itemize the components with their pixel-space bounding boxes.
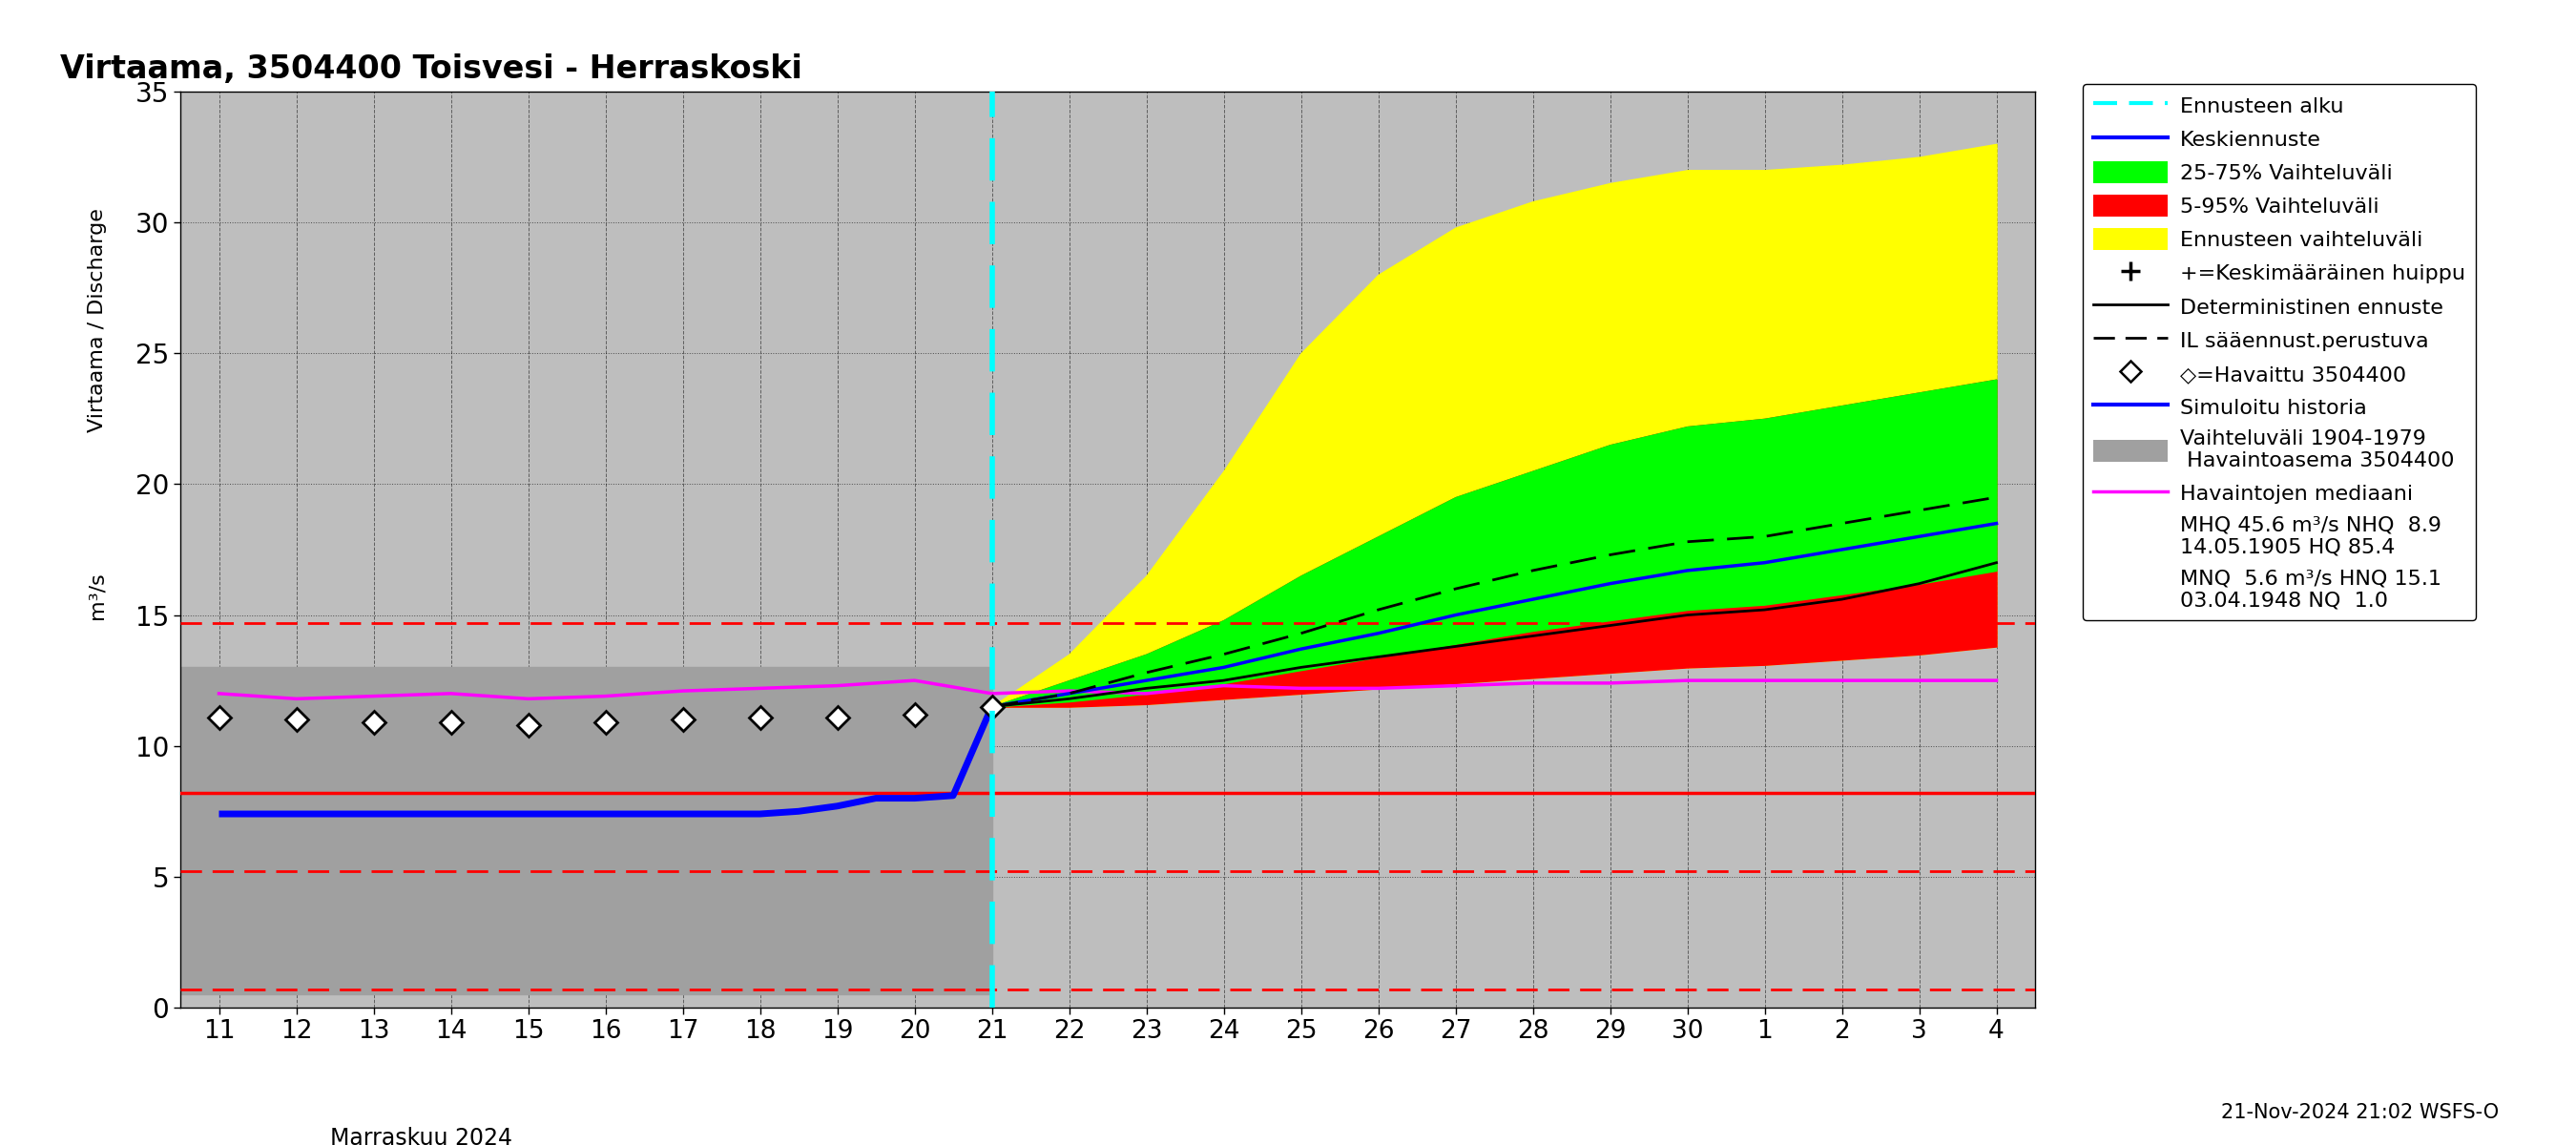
Text: Virtaama / Discharge: Virtaama / Discharge xyxy=(88,208,106,433)
Legend: Ennusteen alku, Keskiennuste, 25-75% Vaihteluväli, 5-95% Vaihteluväli, Ennusteen: Ennusteen alku, Keskiennuste, 25-75% Vai… xyxy=(2084,84,2476,621)
Text: Virtaama, 3504400 Toisvesi - Herraskoski: Virtaama, 3504400 Toisvesi - Herraskoski xyxy=(59,54,801,85)
Text: Marraskuu 2024
November: Marraskuu 2024 November xyxy=(330,1127,513,1145)
Text: 21-Nov-2024 21:02 WSFS-O: 21-Nov-2024 21:02 WSFS-O xyxy=(2221,1103,2499,1122)
Text: m³/s: m³/s xyxy=(88,571,106,619)
